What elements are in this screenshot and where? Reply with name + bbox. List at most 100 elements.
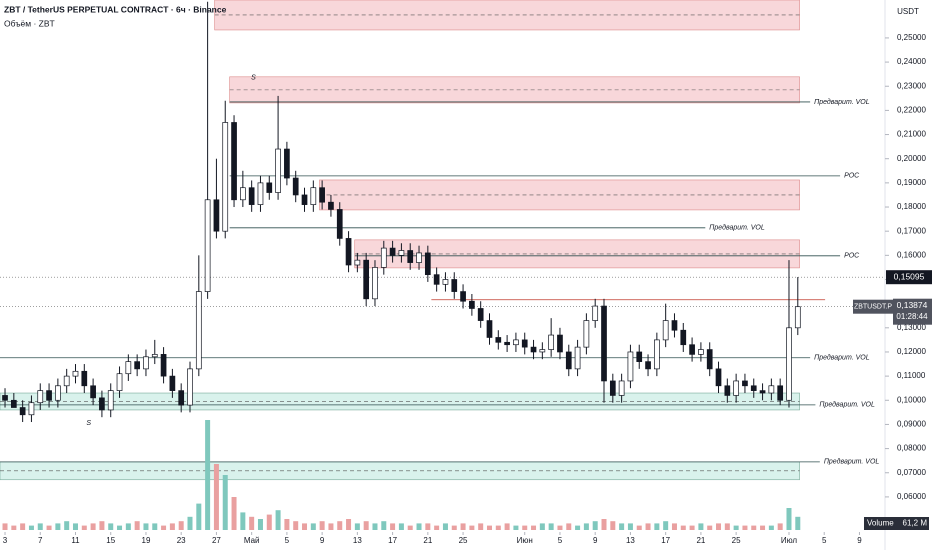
volume-bar [548, 523, 554, 530]
volume-bar [531, 525, 537, 530]
y-tick-label: 0,22000 [897, 106, 926, 115]
volume-bar [398, 523, 404, 530]
candle-body [574, 346, 581, 370]
volume-bar [108, 523, 114, 530]
volume-bar [751, 525, 757, 530]
candle-body [345, 238, 352, 266]
candle-body [354, 259, 361, 266]
volume-bar [310, 523, 316, 530]
candle-body [248, 187, 255, 205]
candle-body [539, 349, 546, 353]
x-tick-label: 21 [423, 536, 432, 545]
candle-body [151, 354, 158, 358]
volume-bar [619, 523, 625, 530]
candle-body [63, 375, 70, 387]
x-tick-label: 3 [3, 536, 8, 545]
level-label: POC [844, 173, 860, 180]
volume-bar [328, 523, 334, 530]
volume-bar [583, 523, 589, 530]
candle-body [742, 380, 748, 387]
y-tick-label: 0,10000 [897, 395, 926, 404]
candle-body [143, 356, 149, 370]
volume-bar [28, 525, 34, 530]
volume-bar [55, 523, 61, 530]
y-tick-label: 0,20000 [897, 154, 926, 163]
candle-body [477, 308, 484, 321]
candle-body [433, 274, 440, 285]
candle-body [557, 334, 563, 353]
marker-tag [886, 270, 932, 285]
candle-body [2, 395, 8, 401]
candle-body [292, 177, 299, 196]
candle-body [777, 385, 784, 401]
volume-bar [698, 523, 704, 530]
candle-body [187, 368, 193, 406]
candle-body [750, 385, 757, 391]
x-tick-label: Июл [781, 536, 798, 545]
y-tick-label: 0,19000 [897, 178, 926, 187]
level-label: Предварит. VOL [709, 224, 765, 232]
volume-bar [592, 521, 598, 530]
candle-body [733, 380, 739, 396]
candle-body [204, 199, 211, 292]
zone [214, 0, 800, 31]
volume-bar [601, 519, 607, 530]
candle-body [645, 361, 651, 370]
y-tick-label: 0,18000 [897, 202, 926, 211]
volume-bar [671, 523, 677, 530]
x-tick-label: Май [244, 536, 260, 545]
candle-body [565, 351, 572, 370]
volume-bar [733, 525, 739, 530]
volume-bar [513, 525, 519, 530]
candle-body [548, 334, 555, 350]
candle-body [213, 199, 220, 232]
annotation: S [251, 75, 256, 82]
volume-bar [795, 516, 801, 530]
volume-bar [460, 523, 466, 530]
symbol-title: ZBT / TetherUS PERPETUAL CONTRACT · 6ч ·… [4, 4, 227, 14]
last-symbol-tag [853, 299, 893, 314]
candle-body [37, 390, 44, 404]
x-tick-label: 25 [459, 536, 468, 545]
candle-body [424, 252, 431, 276]
candle-body [10, 399, 17, 408]
candle-body [513, 339, 519, 346]
volume-bar [689, 525, 695, 530]
volume-bar [381, 521, 387, 530]
candle-body [222, 122, 229, 232]
x-tick-label: Июн [517, 536, 533, 545]
volume-bar [407, 525, 413, 530]
candle-body [310, 187, 317, 205]
candle-body [389, 247, 396, 256]
candle-body [169, 375, 176, 391]
candle-body [398, 250, 405, 256]
volume-bar [231, 497, 237, 530]
x-tick-label: 11 [71, 536, 80, 545]
last-price-label: 0,13874 [897, 300, 928, 310]
x-tick-label: 17 [661, 536, 670, 545]
volume-bar [178, 521, 184, 530]
candle-body [706, 349, 713, 370]
volume-bar [257, 519, 263, 530]
candle-body [275, 148, 281, 193]
zones: Предварит. VOL POC Предварит. VOL POC Предва… [0, 0, 885, 481]
volume-bar [478, 523, 484, 530]
volume-bar [390, 523, 396, 530]
candle-body [301, 194, 308, 205]
candle-body [698, 349, 704, 355]
candle-body [442, 279, 449, 285]
candle-body [231, 122, 237, 201]
volume-bar [275, 510, 281, 530]
volume-bar [11, 525, 17, 530]
y-tick-label: 0,25000 [897, 33, 926, 42]
volume-bar [434, 525, 440, 530]
last-symbol: ZBTUSDT.P [854, 304, 892, 311]
candle-body [134, 361, 140, 370]
plot: SS [2, 1, 801, 530]
candle-body [504, 341, 510, 346]
candle-body [618, 380, 625, 396]
candle-body [81, 370, 88, 387]
volume-bar [707, 525, 713, 530]
candle-body [609, 380, 616, 396]
